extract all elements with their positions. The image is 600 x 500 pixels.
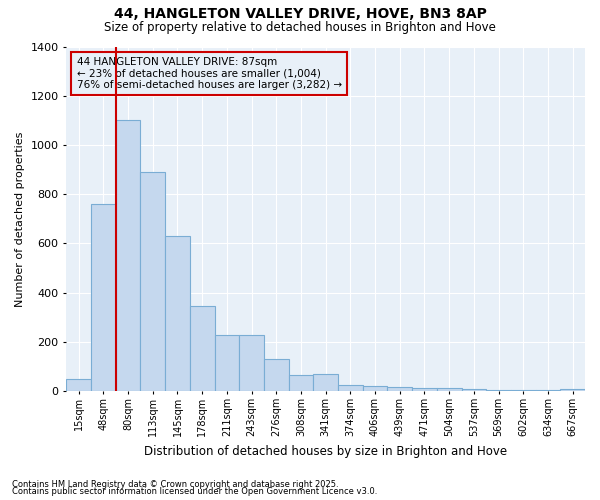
Bar: [437, 388, 461, 391]
Bar: [486, 390, 511, 391]
Text: 44 HANGLETON VALLEY DRIVE: 87sqm
← 23% of detached houses are smaller (1,004)
76: 44 HANGLETON VALLEY DRIVE: 87sqm ← 23% o…: [77, 57, 342, 90]
Bar: [165, 236, 190, 391]
Bar: [289, 375, 313, 391]
Bar: [91, 204, 116, 391]
Bar: [511, 390, 536, 391]
Bar: [388, 387, 412, 391]
Bar: [338, 385, 363, 391]
Text: 44, HANGLETON VALLEY DRIVE, HOVE, BN3 8AP: 44, HANGLETON VALLEY DRIVE, HOVE, BN3 8A…: [113, 8, 487, 22]
Bar: [140, 172, 165, 391]
Text: Contains public sector information licensed under the Open Government Licence v3: Contains public sector information licen…: [12, 487, 377, 496]
Bar: [116, 120, 140, 391]
Bar: [560, 389, 585, 391]
X-axis label: Distribution of detached houses by size in Brighton and Hove: Distribution of detached houses by size …: [144, 444, 507, 458]
Bar: [313, 374, 338, 391]
Bar: [412, 388, 437, 391]
Bar: [67, 379, 91, 391]
Bar: [264, 359, 289, 391]
Bar: [239, 334, 264, 391]
Bar: [363, 386, 388, 391]
Y-axis label: Number of detached properties: Number of detached properties: [15, 131, 25, 306]
Bar: [536, 390, 560, 391]
Bar: [190, 306, 215, 391]
Bar: [215, 334, 239, 391]
Text: Size of property relative to detached houses in Brighton and Hove: Size of property relative to detached ho…: [104, 21, 496, 34]
Text: Contains HM Land Registry data © Crown copyright and database right 2025.: Contains HM Land Registry data © Crown c…: [12, 480, 338, 489]
Bar: [461, 390, 486, 391]
